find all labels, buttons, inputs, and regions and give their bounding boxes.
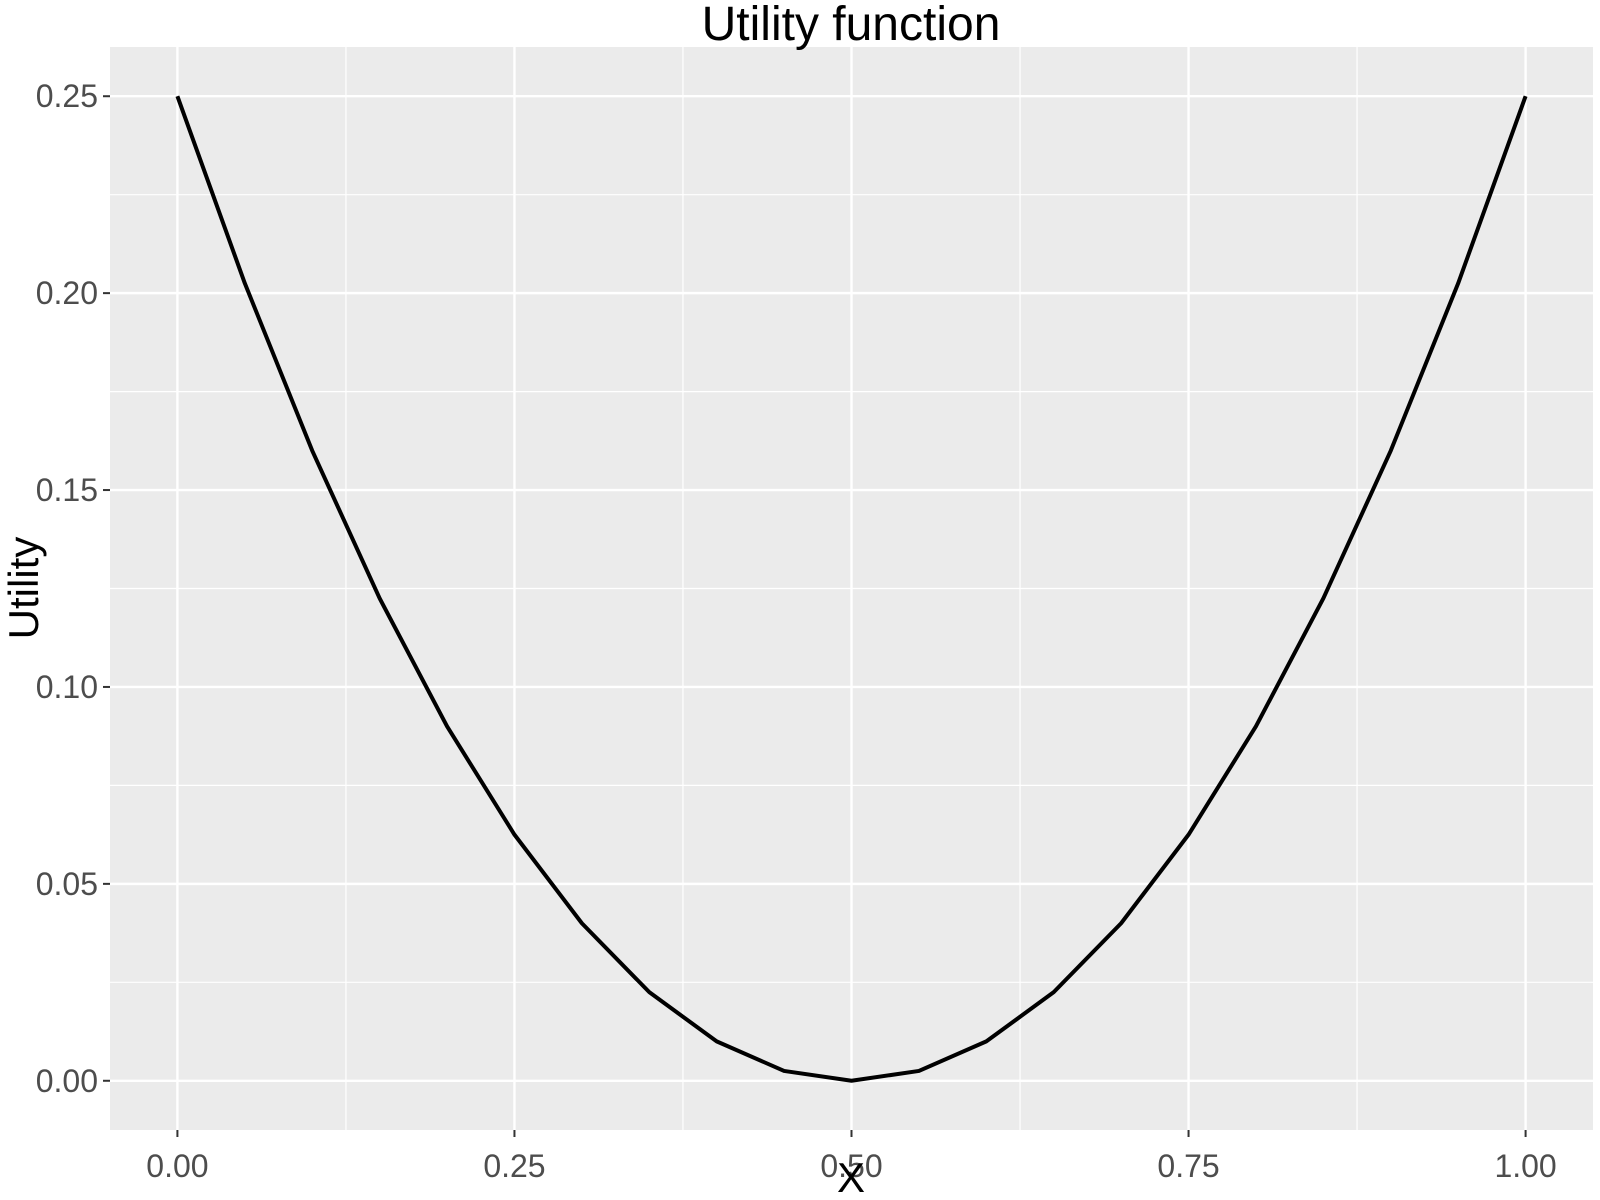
y-tick-label: 0.25	[36, 78, 98, 114]
x-axis-title: X	[837, 1154, 865, 1200]
y-tick-label: 0.00	[36, 1063, 98, 1099]
x-tick-label: 0.25	[483, 1148, 545, 1184]
y-tick-label: 0.05	[36, 866, 98, 902]
y-tick-label: 0.20	[36, 275, 98, 311]
axis-ticks	[103, 95, 1527, 1137]
y-tick-label: 0.15	[36, 472, 98, 508]
x-tick-label: 0.75	[1157, 1148, 1219, 1184]
y-tick-label: 0.10	[36, 669, 98, 705]
series-layer	[175, 95, 1528, 1083]
chart-title: Utility function	[702, 0, 1001, 51]
x-tick-label: 0.00	[146, 1148, 208, 1184]
y-axis-title: Utility	[0, 537, 47, 640]
series-line	[175, 95, 1528, 1083]
tick-labels: 0.00 0.25 0.50 0.75 1.00 0.00 0.05 0.10 0.15 0.20…	[36, 78, 1557, 1184]
x-tick-label: 0.50	[820, 1148, 882, 1184]
x-tick-label: 1.00	[1494, 1148, 1556, 1184]
